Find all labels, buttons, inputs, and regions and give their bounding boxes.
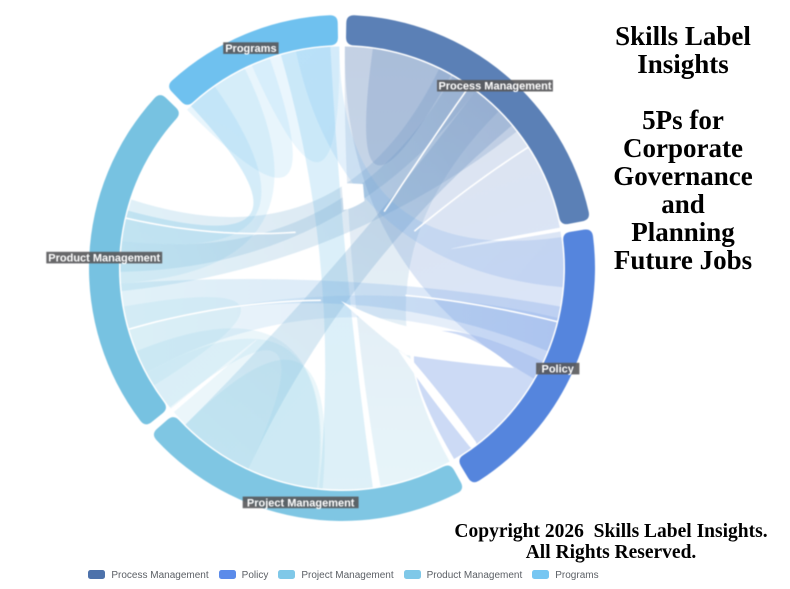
svg-text:Project Management: Project Management bbox=[247, 497, 355, 509]
svg-text:Product Management: Product Management bbox=[48, 253, 160, 265]
svg-text:Programs: Programs bbox=[225, 43, 276, 55]
svg-text:Policy: Policy bbox=[541, 364, 574, 376]
svg-text:Process Management: Process Management bbox=[438, 81, 551, 93]
